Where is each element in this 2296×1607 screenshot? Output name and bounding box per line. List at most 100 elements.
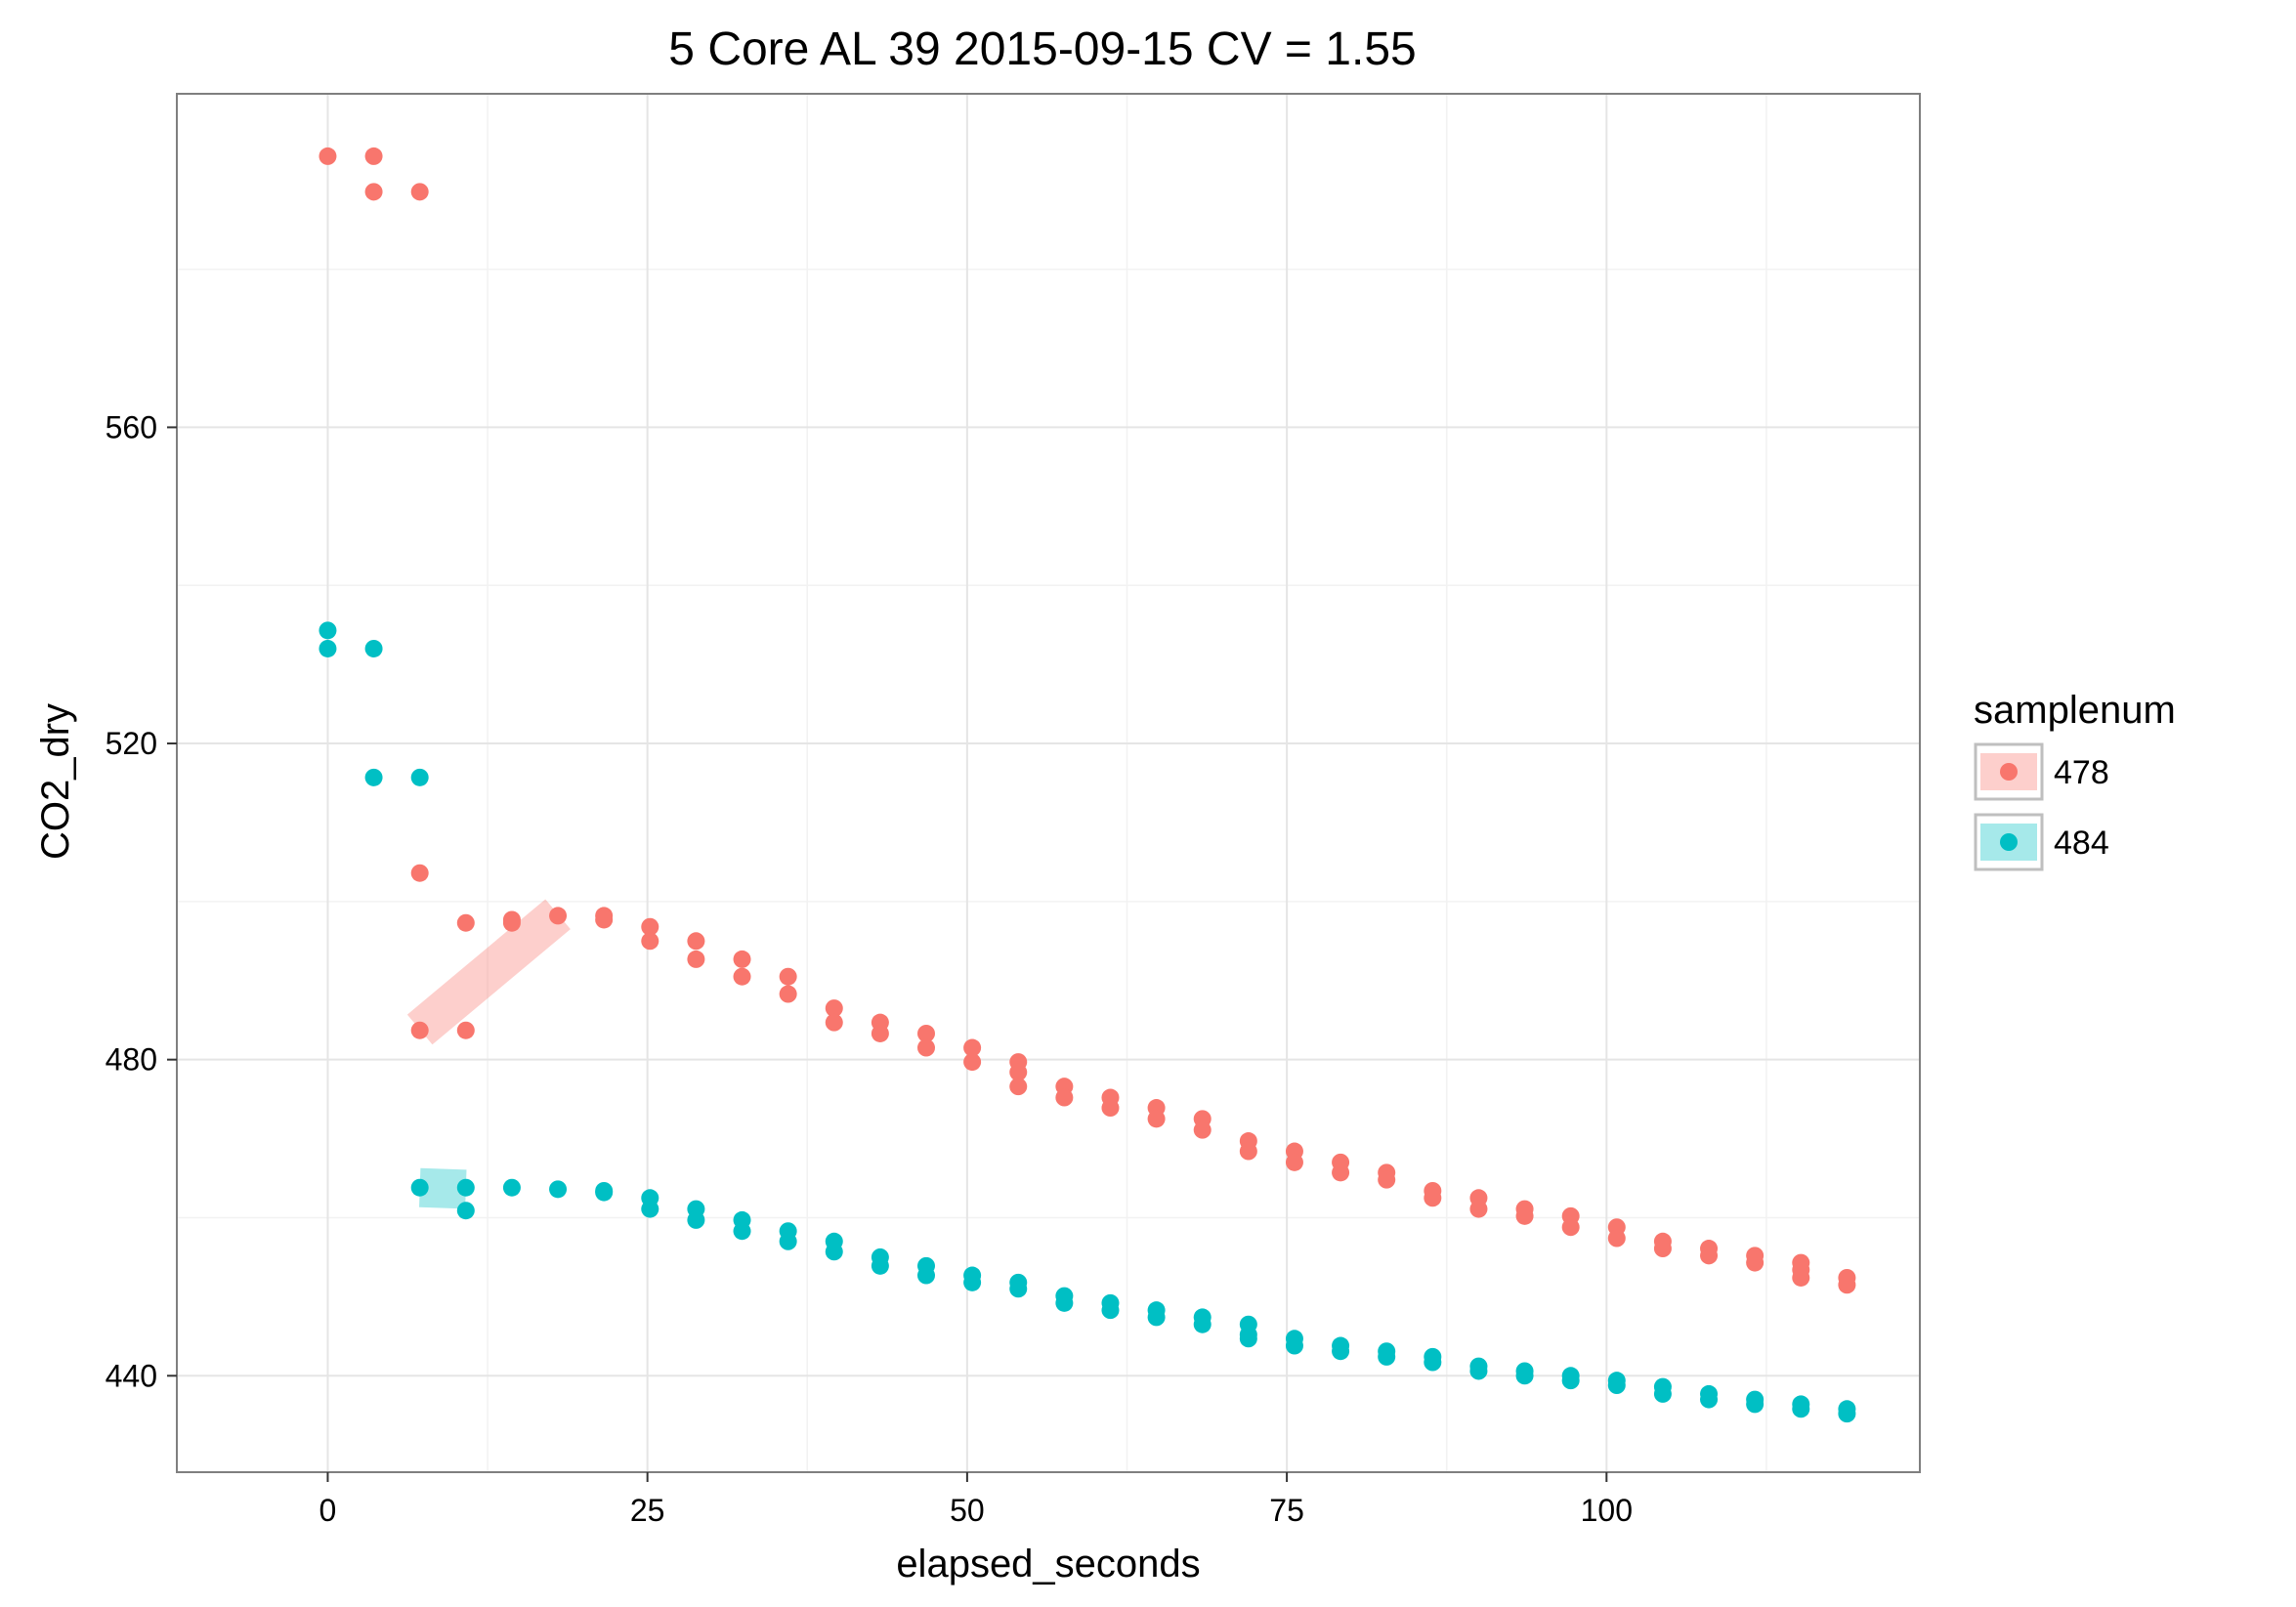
point-484 [410,768,429,786]
x-tick-label: 50 [950,1493,985,1528]
point-478 [410,1021,429,1039]
x-tick-label: 0 [319,1493,337,1528]
point-484 [1332,1342,1350,1361]
point-478 [364,147,383,165]
point-478 [733,967,751,986]
point-478 [1009,1063,1028,1081]
point-478 [456,1021,475,1039]
point-484 [364,639,383,657]
y-axis-title: CO2_dry [34,703,77,860]
point-484 [549,1180,568,1199]
point-484 [641,1200,659,1218]
point-484 [364,768,383,786]
y-axis: 440 480 520 560 [106,409,177,1393]
point-484 [733,1222,751,1241]
point-484 [1746,1395,1765,1414]
point-484 [779,1232,797,1250]
point-484 [1055,1293,1074,1312]
point-484 [502,1178,521,1197]
point-484 [1193,1315,1212,1333]
point-484 [1378,1347,1396,1366]
point-478 [963,1038,982,1057]
point-478 [319,147,337,165]
point-478 [1424,1189,1442,1207]
point-484 [871,1256,889,1275]
point-478 [1332,1163,1350,1182]
x-tick-label: 75 [1269,1493,1304,1528]
point-484 [1469,1362,1488,1380]
legend-label-478: 478 [2054,754,2109,791]
major-gridlines [177,94,1920,1472]
point-478 [641,917,659,936]
point-478 [1101,1099,1120,1118]
point-484 [319,639,337,657]
point-478 [1700,1247,1719,1265]
point-478 [825,999,843,1018]
point-484 [595,1183,614,1202]
legend-dot-478 [2000,763,2018,781]
point-484 [963,1273,982,1291]
x-axis-title: elapsed_seconds [896,1543,1200,1586]
point-484 [1285,1336,1303,1355]
point-484 [456,1202,475,1220]
y-tick-label: 560 [106,409,157,444]
point-478 [456,913,475,932]
point-484 [1515,1367,1534,1385]
legend-item-484: 484 [1974,813,2109,871]
y-tick-label: 520 [106,726,157,761]
point-478 [779,967,797,986]
point-478 [1515,1206,1534,1225]
point-484 [1147,1308,1166,1327]
series-478 [319,147,1856,1294]
legend-item-478: 478 [1974,742,2109,801]
point-484 [1653,1384,1672,1403]
point-484 [917,1266,936,1285]
point-484 [687,1210,705,1229]
point-484 [456,1178,475,1197]
point-478 [1838,1276,1856,1294]
legend-dot-484 [2000,833,2018,851]
point-478 [1653,1240,1672,1258]
point-478 [917,1038,936,1057]
point-478 [549,907,568,925]
point-478 [871,1024,889,1042]
chart-title: 5 Core AL 39 2015-09-15 CV = 1.55 [668,23,1416,75]
point-478 [687,950,705,968]
point-478 [733,950,751,968]
x-axis: 0 25 50 75 100 [319,1472,1633,1528]
point-478 [502,913,521,932]
point-484 [1838,1405,1856,1423]
point-484 [319,621,337,640]
point-478 [364,183,383,201]
point-484 [1561,1372,1580,1390]
series-484 [319,621,1856,1423]
point-478 [595,910,614,929]
point-478 [1378,1170,1396,1189]
y-tick-label: 440 [106,1358,157,1393]
point-484 [1239,1330,1257,1348]
point-484 [825,1243,843,1261]
point-478 [410,183,429,201]
point-478 [641,932,659,951]
point-478 [917,1024,936,1042]
point-478 [779,985,797,1003]
point-484 [1009,1280,1028,1298]
point-478 [1792,1268,1810,1287]
point-478 [1561,1218,1580,1237]
point-478 [1147,1110,1166,1128]
plot-panel [177,94,1920,1472]
legend-key-478 [1974,742,2044,801]
point-484 [1607,1376,1626,1395]
point-478 [1285,1153,1303,1171]
legend-label-484: 484 [2054,825,2109,862]
point-478 [1746,1253,1765,1272]
point-478 [1009,1078,1028,1096]
point-484 [1700,1390,1719,1409]
point-478 [410,864,429,882]
legend-title: samplenum [1974,689,2176,732]
x-tick-label: 25 [630,1493,665,1528]
fit-band-478 [406,899,571,1045]
y-tick-label: 480 [106,1042,157,1078]
